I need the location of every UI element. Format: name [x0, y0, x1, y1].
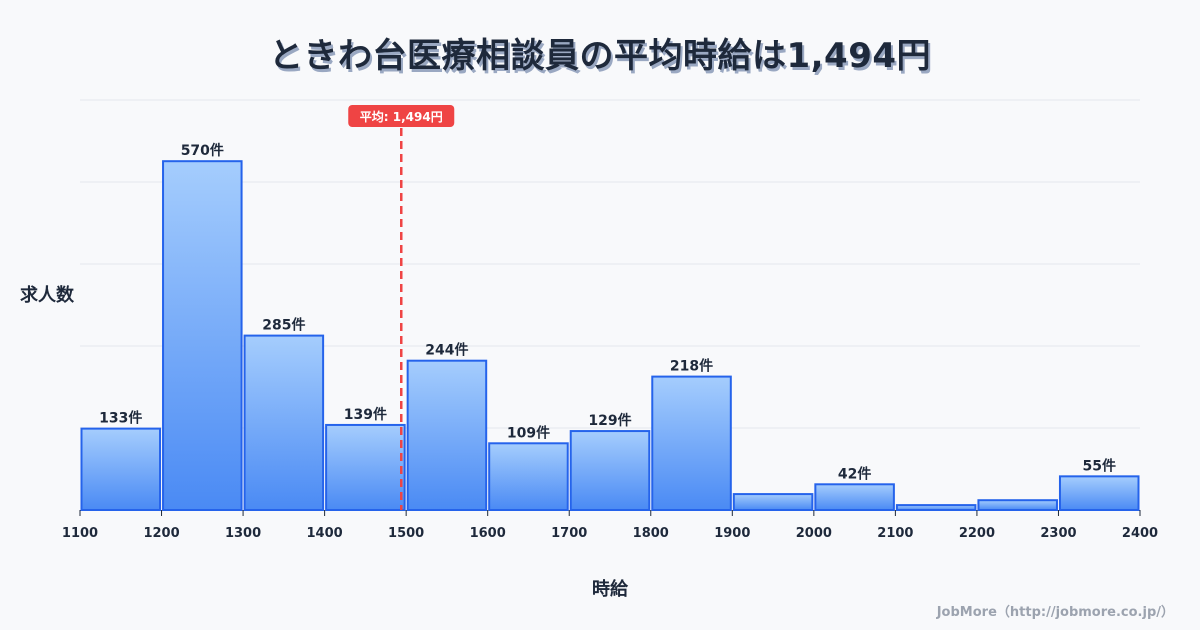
x-tick-label: 2400 [1122, 526, 1158, 541]
source-credit: JobMore（http://jobmore.co.jp/） [936, 605, 1174, 620]
x-tick-label: 2200 [959, 526, 995, 541]
x-tick-label: 1300 [225, 526, 261, 541]
bar-value-label: 285件 [262, 317, 305, 334]
bar-value-label: 139件 [344, 406, 387, 423]
histogram-bar [732, 493, 814, 511]
x-tick-label: 1200 [143, 526, 179, 541]
bar-value-label: 109件 [507, 424, 550, 441]
bar-value-label: 129件 [588, 412, 631, 429]
histogram-bar [80, 427, 162, 511]
histogram-bar [1058, 475, 1140, 512]
bar-value-label: 42件 [838, 465, 871, 482]
bar-value-label: 55件 [1082, 457, 1115, 474]
mean-badge-label: 平均: 1,494円 [360, 109, 443, 124]
x-tick-label: 1600 [470, 526, 506, 541]
x-tick-label: 2100 [877, 526, 913, 541]
bar-value-label: 133件 [99, 410, 142, 427]
histogram-bar [977, 499, 1058, 511]
x-axis-label: 時給 [592, 579, 628, 600]
x-tick-label: 1500 [388, 526, 424, 541]
bar-value-label: 244件 [425, 342, 468, 359]
bar-value-label: 218件 [670, 358, 713, 375]
y-axis-label: 求人数 [20, 285, 74, 306]
x-tick-label: 2300 [1040, 526, 1076, 541]
chart-title: ときわ台医療相談員の平均時給は1,494円 [268, 36, 932, 76]
histogram-bar [488, 442, 569, 511]
x-tick-label: 1400 [307, 526, 343, 541]
x-tick-label: 1900 [714, 526, 750, 541]
x-tick-label: 2000 [796, 526, 832, 541]
histogram-bar [651, 375, 732, 511]
histogram-bar [814, 483, 895, 511]
x-tick-label: 1100 [62, 526, 98, 541]
histogram-bar [325, 423, 406, 512]
x-axis: 1100 1200 1300 1400 1500 1600 1700 1800 1900 2000… [62, 510, 1158, 541]
histogram-bar [569, 430, 651, 511]
histogram-bar [895, 504, 977, 512]
bar-value-label: 570件 [181, 142, 224, 159]
mean-annotation: 平均: 1,494円 [348, 105, 455, 510]
x-tick-label: 1800 [633, 526, 669, 541]
histogram-bar [243, 334, 325, 511]
x-tick-label: 1700 [551, 526, 587, 541]
mean-badge [348, 105, 455, 127]
histogram-bar [162, 160, 243, 511]
bars: 133件 570件 285件 139件 244件 109件 129件 218件 42件 55件 [80, 142, 1140, 512]
histogram-bar [406, 359, 488, 511]
